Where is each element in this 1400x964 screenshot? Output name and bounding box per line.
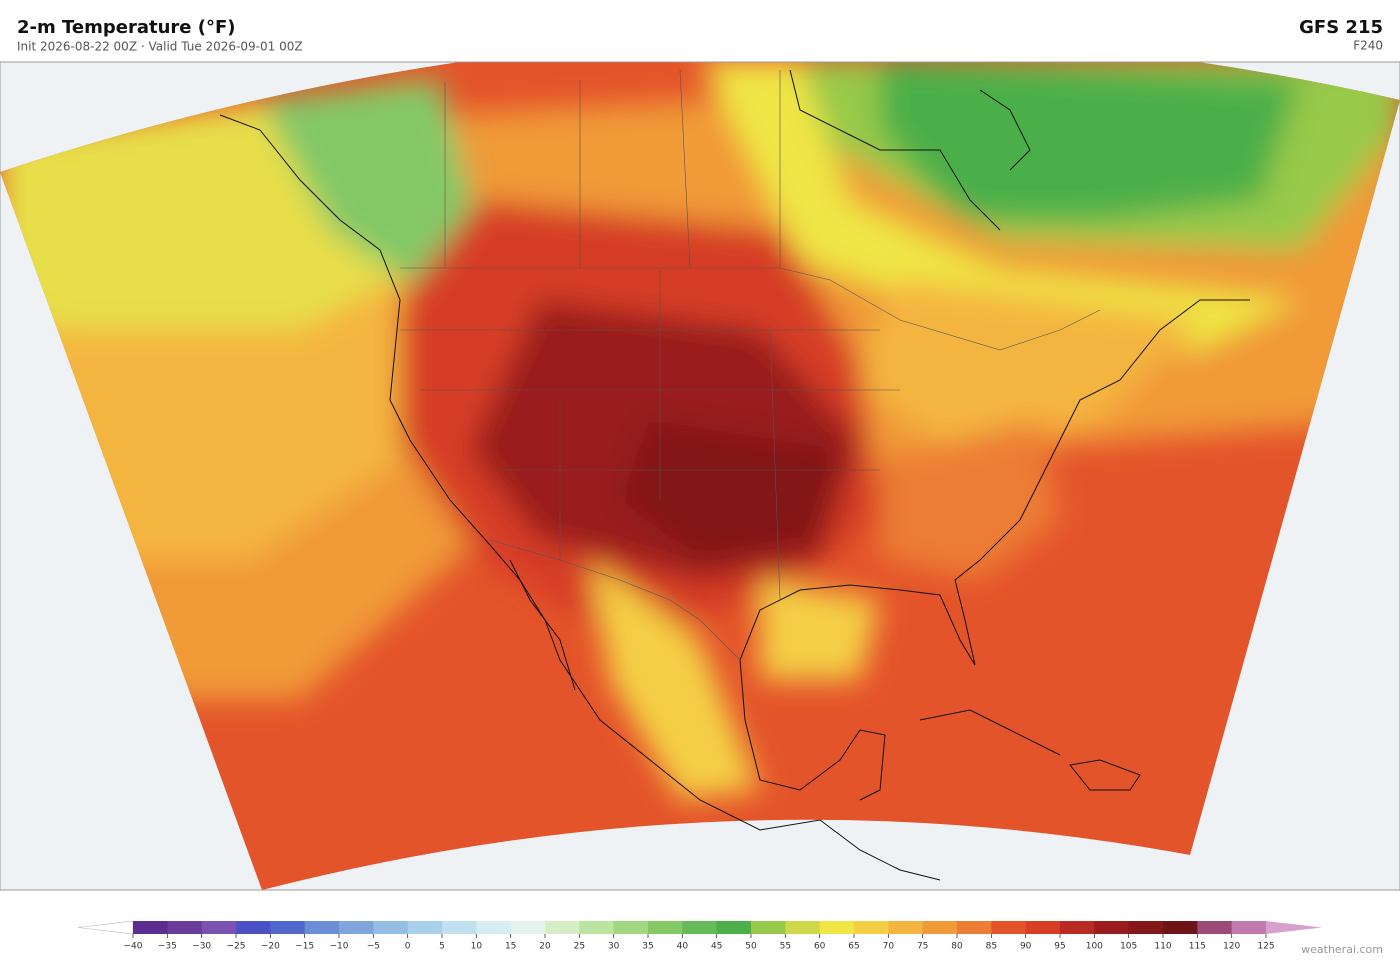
- colorbar-tick-label: 20: [539, 942, 551, 952]
- colorbar-tick-label: 65: [848, 942, 859, 952]
- colorbar: −40 −35 −30 −25 −20 −15 −10 −5 0 5 10 15 20 25 30 35 40 4…: [77, 920, 1322, 952]
- colorbar-tick-label: 125: [1257, 942, 1274, 952]
- colorbar-segment: [1128, 921, 1164, 934]
- colorbar-segment: [373, 921, 409, 934]
- colorbar-segment: [133, 921, 168, 934]
- colorbar-segment: [991, 921, 1027, 934]
- colorbar-segment: [510, 921, 546, 934]
- colorbar-tick-label: 85: [986, 942, 997, 952]
- colorbar-segment: [270, 921, 306, 934]
- colorbar-segment: [888, 921, 924, 934]
- colorbar-tick-label: 115: [1189, 942, 1206, 952]
- colorbar-segment: [476, 921, 512, 934]
- colorbar-tick-label: −35: [158, 942, 177, 952]
- colorbar-segment: [613, 921, 649, 934]
- colorbar-segment: [1231, 921, 1267, 934]
- colorbar-segment: [1197, 921, 1233, 934]
- colorbar-segment: [1094, 921, 1130, 934]
- colorbar-tick-label: 10: [471, 942, 483, 952]
- colorbar-segment: [957, 921, 992, 934]
- colorbar-tick-label: 35: [642, 942, 653, 952]
- colorbar-segment: [854, 921, 889, 934]
- colorbar-under: [77, 920, 134, 935]
- colorbar-tick-label: −10: [330, 942, 349, 952]
- colorbar-segment: [785, 921, 821, 934]
- colorbar-tick-label: 90: [1020, 942, 1032, 952]
- map-frame: [0, 61, 1400, 891]
- colorbar-segment: [751, 921, 786, 934]
- colorbar-tick-label: 120: [1223, 942, 1240, 952]
- colorbar-tick-label: −15: [295, 942, 314, 952]
- colorbar-segment: [167, 921, 203, 934]
- colorbar-tick-label: 45: [711, 942, 722, 952]
- colorbar-tick-label: −25: [227, 942, 246, 952]
- colorbar-segment: [579, 921, 615, 934]
- colorbar-segment: [682, 921, 718, 934]
- colorbar-tick-label: 110: [1154, 942, 1171, 952]
- colorbar-segment: [819, 921, 855, 934]
- colorbar-tick-label: 0: [405, 942, 411, 952]
- model: GFS 215: [1299, 17, 1383, 38]
- credit: weatherai.com: [1301, 943, 1383, 956]
- colorbar-segment: [1025, 921, 1061, 934]
- colorbar-segment: [304, 921, 340, 934]
- forecast-hour: F240: [1353, 39, 1383, 53]
- colorbar-tick-label: 40: [677, 942, 689, 952]
- colorbar-tick-label: 70: [883, 942, 895, 952]
- colorbar-over: [1266, 921, 1322, 934]
- colorbar-segment: [407, 921, 443, 934]
- colorbar-tick-label: 55: [780, 942, 791, 952]
- coastlines: [219, 69, 1250, 881]
- colorbar-segment: [922, 921, 958, 934]
- colorbar-tick-label: −20: [261, 942, 280, 952]
- borders: [400, 69, 1101, 661]
- colorbar-segment: [545, 921, 580, 934]
- colorbar-segment: [1163, 921, 1198, 934]
- title: 2-m Temperature (°F): [17, 17, 236, 38]
- colorbar-tick-label: 15: [505, 942, 516, 952]
- colorbar-tick-label: −30: [192, 942, 211, 952]
- colorbar-segment: [442, 921, 477, 934]
- colorbar-tick-label: 100: [1086, 942, 1103, 952]
- colorbar-tick-label: 50: [745, 942, 757, 952]
- colorbar-tick-label: −40: [124, 942, 143, 952]
- colorbar-tick-label: −5: [367, 942, 380, 952]
- colorbar-tick-label: 75: [917, 942, 928, 952]
- colorbar-segment: [339, 921, 374, 934]
- colorbar-tick-label: 25: [574, 942, 585, 952]
- subtitle: Init 2026-08-22 00Z · Valid Tue 2026-09-…: [17, 40, 303, 54]
- colorbar-tick-label: 95: [1054, 942, 1065, 952]
- colorbar-segment: [648, 921, 683, 934]
- colorbar-segment: [236, 921, 271, 934]
- colorbar-tick-label: 80: [951, 942, 963, 952]
- colorbar-segment: [1060, 921, 1095, 934]
- colorbar-tick-label: 30: [608, 942, 620, 952]
- colorbar-tick-label: 60: [814, 942, 826, 952]
- colorbar-segment: [201, 921, 237, 934]
- colorbar-tick-label: 5: [439, 942, 445, 952]
- colorbar-segment: [716, 921, 752, 934]
- colorbar-tick-label: 105: [1120, 942, 1137, 952]
